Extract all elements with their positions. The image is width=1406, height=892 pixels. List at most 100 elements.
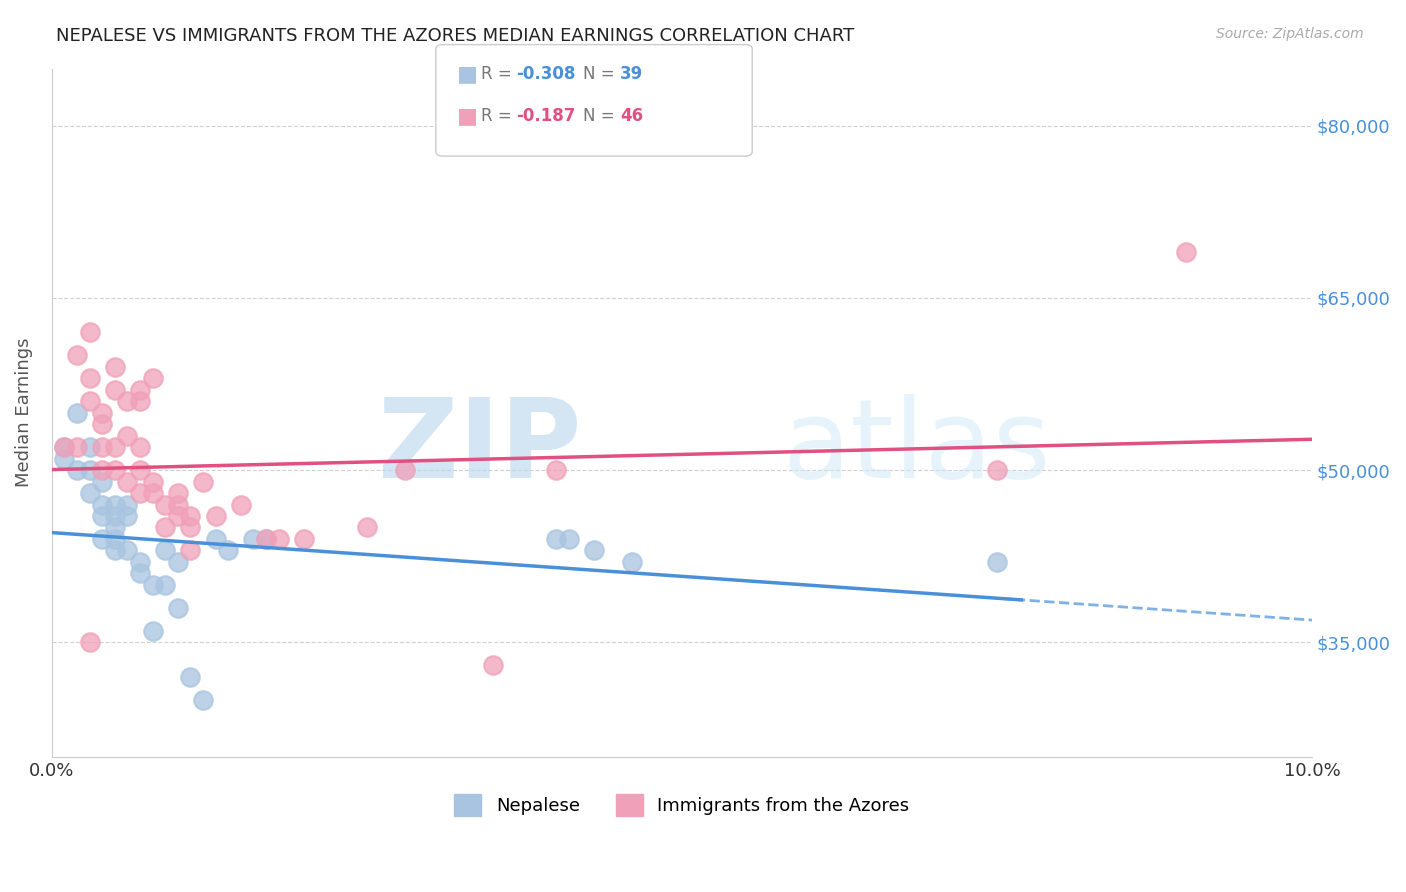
Point: [166, 486, 188, 500]
Point: [620, 555, 643, 569]
Text: R =: R =: [481, 65, 517, 83]
Point: [544, 532, 567, 546]
Point: [79, 635, 101, 649]
Point: [129, 486, 152, 500]
Point: [153, 520, 176, 534]
Point: [66, 463, 89, 477]
Point: [129, 394, 152, 409]
Point: [166, 498, 188, 512]
Point: [117, 543, 139, 558]
Point: [242, 532, 264, 546]
Point: [166, 600, 188, 615]
Text: N =: N =: [583, 107, 620, 125]
Point: [104, 532, 127, 546]
Y-axis label: Median Earnings: Median Earnings: [15, 338, 32, 488]
Text: R =: R =: [481, 107, 517, 125]
Point: [557, 532, 579, 546]
Point: [142, 475, 165, 489]
Point: [292, 532, 315, 546]
Point: [129, 440, 152, 454]
Point: [142, 578, 165, 592]
Point: [166, 508, 188, 523]
Point: [66, 348, 89, 362]
Point: [53, 440, 76, 454]
Point: [91, 475, 114, 489]
Legend: Nepalese, Immigrants from the Azores: Nepalese, Immigrants from the Azores: [447, 787, 917, 823]
Point: [66, 440, 89, 454]
Point: [129, 555, 152, 569]
Point: [104, 543, 127, 558]
Point: [986, 463, 1008, 477]
Text: 39: 39: [620, 65, 644, 83]
Point: [166, 784, 188, 798]
Point: [104, 498, 127, 512]
Text: ZIP: ZIP: [378, 393, 581, 500]
Point: [267, 532, 290, 546]
Point: [79, 371, 101, 385]
Text: 46: 46: [620, 107, 643, 125]
Point: [91, 463, 114, 477]
Text: -0.187: -0.187: [516, 107, 575, 125]
Point: [117, 475, 139, 489]
Point: [79, 440, 101, 454]
Point: [104, 440, 127, 454]
Point: [217, 543, 239, 558]
Point: [53, 451, 76, 466]
Point: [117, 428, 139, 442]
Point: [254, 532, 277, 546]
Point: [544, 463, 567, 477]
Point: [582, 543, 605, 558]
Point: [79, 463, 101, 477]
Point: [986, 555, 1008, 569]
Point: [254, 532, 277, 546]
Point: [79, 394, 101, 409]
Point: [229, 498, 252, 512]
Point: [394, 463, 416, 477]
Point: [179, 670, 201, 684]
Point: [179, 508, 201, 523]
Point: [1175, 245, 1198, 260]
Point: [91, 440, 114, 454]
Text: NEPALESE VS IMMIGRANTS FROM THE AZORES MEDIAN EARNINGS CORRELATION CHART: NEPALESE VS IMMIGRANTS FROM THE AZORES M…: [56, 27, 855, 45]
Point: [91, 532, 114, 546]
Point: [142, 486, 165, 500]
Point: [153, 498, 176, 512]
Text: atlas: atlas: [783, 393, 1052, 500]
Text: N =: N =: [583, 65, 620, 83]
Point: [204, 508, 226, 523]
Point: [142, 371, 165, 385]
Point: [166, 555, 188, 569]
Point: [117, 508, 139, 523]
Point: [91, 406, 114, 420]
Point: [117, 394, 139, 409]
Point: [129, 383, 152, 397]
Point: [179, 520, 201, 534]
Point: [204, 532, 226, 546]
Point: [142, 624, 165, 638]
Point: [53, 440, 76, 454]
Point: [79, 326, 101, 340]
Text: Source: ZipAtlas.com: Source: ZipAtlas.com: [1216, 27, 1364, 41]
Text: ■: ■: [457, 106, 478, 126]
Point: [91, 508, 114, 523]
Text: -0.308: -0.308: [516, 65, 575, 83]
Point: [104, 508, 127, 523]
Point: [129, 566, 152, 581]
Point: [356, 520, 378, 534]
Point: [66, 406, 89, 420]
Point: [191, 692, 214, 706]
Point: [104, 383, 127, 397]
Point: [104, 463, 127, 477]
Point: [104, 359, 127, 374]
Point: [79, 486, 101, 500]
Point: [482, 658, 505, 673]
Point: [104, 520, 127, 534]
Point: [179, 543, 201, 558]
Point: [91, 498, 114, 512]
Point: [153, 578, 176, 592]
Point: [117, 498, 139, 512]
Point: [129, 463, 152, 477]
Point: [191, 475, 214, 489]
Text: ■: ■: [457, 64, 478, 84]
Point: [153, 543, 176, 558]
